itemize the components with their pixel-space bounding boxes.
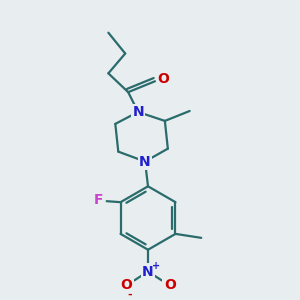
Text: F: F [94,193,104,207]
Text: +: + [152,261,160,271]
Text: N: N [142,265,154,278]
Text: N: N [132,105,144,119]
Text: O: O [157,72,169,86]
Text: O: O [164,278,176,292]
Text: O: O [120,278,132,292]
Text: -: - [128,289,133,299]
Text: N: N [139,154,151,169]
